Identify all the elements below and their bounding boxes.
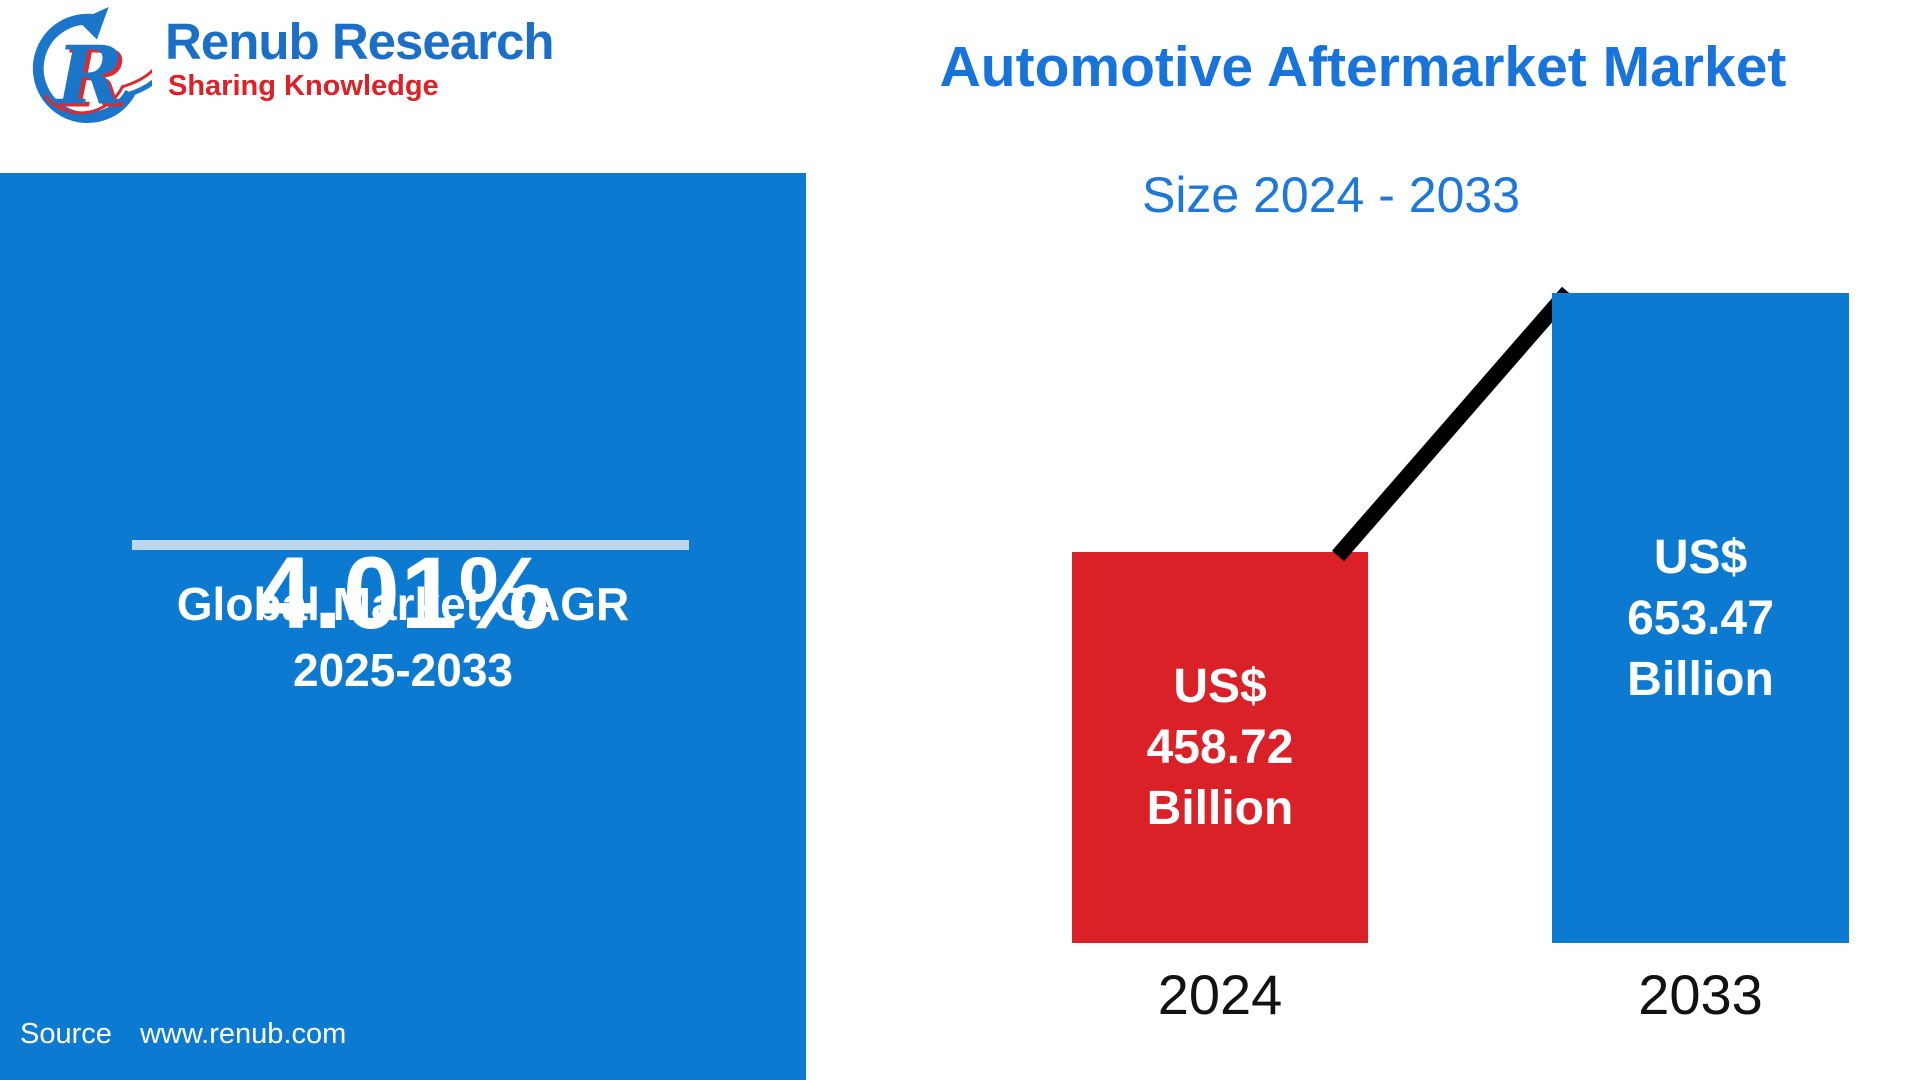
bar-2033-value-line: Billion [1627, 652, 1774, 706]
bar-2033: US$ 653.47 Billion [1552, 293, 1849, 943]
cagr-label: Global Market CAGR 2025-2033 [0, 571, 806, 703]
brand-tagline: Sharing Knowledge [168, 70, 439, 102]
brand-name: Renub Research [165, 13, 554, 70]
bar-2024: US$ 458.72 Billion [1072, 552, 1368, 943]
x-axis-label-2033: 2033 [1638, 963, 1763, 1026]
renub-swoosh-icon: R R [32, 6, 152, 126]
bar-2033-value-line: 653.47 [1627, 591, 1774, 645]
cagr-panel: 4.01% Global Market CAGR 2025-2033 Sourc… [0, 173, 806, 1080]
bar-2024-value-line: US$ [1173, 660, 1267, 713]
divider [132, 540, 689, 550]
svg-text:R: R [58, 31, 127, 126]
source-label: Source [20, 1018, 112, 1050]
cagr-label-line1: Global Market CAGR [176, 578, 630, 630]
cagr-value: 4.01% [255, 536, 551, 650]
page-subtitle: Size 2024 - 2033 [1141, 167, 1521, 223]
page-title: Automotive Aftermarket Market [939, 35, 1787, 99]
svg-text:R: R [55, 28, 124, 123]
brand-logo: R R Renub Research Sharing Knowledge [22, 4, 662, 134]
source-note: Source www.renub.com [20, 1018, 346, 1051]
x-axis-label-2024: 2024 [1157, 963, 1283, 1026]
bar-2033-value-line: US$ [1653, 530, 1748, 584]
bar-2024-value-line: 458.72 [1146, 721, 1294, 774]
cagr-label-line2: 2025-2033 [293, 644, 513, 696]
bar-2024-value-line: Billion [1146, 782, 1294, 835]
source-url: www.renub.com [139, 1018, 347, 1050]
